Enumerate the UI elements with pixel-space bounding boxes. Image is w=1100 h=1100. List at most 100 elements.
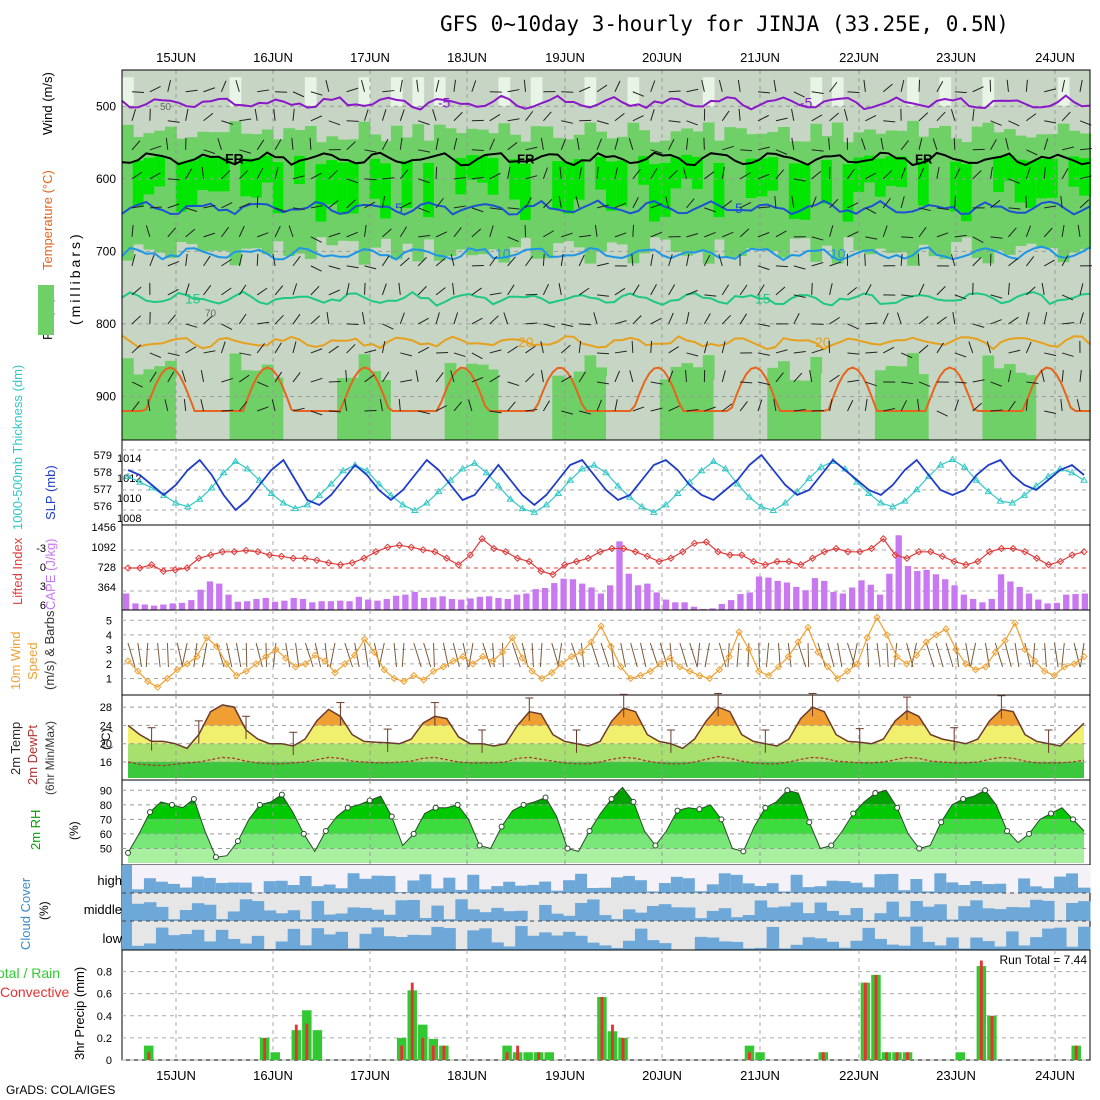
rh-band-mid [122,124,134,261]
surface-wind-barb [846,642,856,668]
wind-barb [435,231,448,238]
isotherm-label: FR [225,151,244,167]
surface-wind-barb [1044,642,1047,668]
rh-band-dark [713,163,726,218]
rh-marker [850,810,857,817]
wind-barb [918,283,925,296]
cape-bar [216,583,223,610]
lifted-index-marker [915,548,923,556]
rh-band-dry [982,77,995,107]
wind-barb [203,112,214,122]
rh-band-dark [401,160,414,208]
cloud-middle-bar [479,912,492,921]
wind-barb [274,285,284,296]
wind-barb [507,142,518,151]
wind-barb [271,399,276,412]
wind-speed-marker [833,674,842,683]
wind-barb [773,399,777,412]
rh-line [127,786,1085,858]
wind-speed-marker [853,660,862,668]
wind-barb [738,108,741,121]
rh-band [128,833,1084,849]
wind-barb [435,137,439,150]
wind-barb [1008,316,1019,325]
wind-barb [185,253,188,266]
precip-convective-bar [821,1052,825,1060]
cape-bar [206,581,214,610]
wind-barb [793,91,805,98]
wind-barb [917,253,920,266]
wind-barb [632,169,641,180]
cape-bar [150,605,158,610]
wind-barb [149,254,155,267]
wind-barb [811,282,813,295]
rh-band-low [509,371,521,440]
wind-speed-marker [991,648,1000,656]
wind-speed-marker [350,651,359,659]
wind-barb [507,284,515,296]
wind-speed-marker [883,631,891,639]
wind-barb [203,149,216,155]
wind-barb [757,399,763,412]
cloud-middle-bar [239,899,253,921]
cloud-high-bar [503,881,516,893]
wind-barb [221,287,232,296]
lifted-index-marker [383,543,392,551]
lifted-index-marker [183,564,191,572]
rh-band-low [165,360,177,440]
thickness-marker [494,481,503,489]
cloud-middle-bar [587,899,600,921]
rh-band-low [896,366,909,440]
wind-barb [579,410,591,415]
wind-barb [417,285,427,296]
thickness-marker [124,472,132,479]
lifted-index-marker [407,543,415,551]
wind-barb [793,372,803,383]
wind-speed-marker [380,666,388,674]
wind-barb [721,110,730,122]
cape-bar [318,601,325,610]
wind-barb [131,344,142,354]
wind-barb [257,232,269,238]
wind-barb [1008,258,1019,267]
wind-barb [256,343,265,354]
wind-barb [221,323,233,330]
rh-band-low [444,362,457,440]
precip-convective-bar [305,1023,309,1060]
wind-speed-marker [902,660,911,668]
rh-band-low [208,368,220,440]
cloud-middle-bar [790,902,804,921]
cloud-middle-bar [1018,907,1031,921]
isotherm-label: 20 [815,334,831,350]
date-label-bottom: 18JUN [447,1068,487,1083]
surface-wind-barb [304,642,314,668]
cloud-high-bar [1078,887,1091,893]
date-label-top: 21JUN [740,50,780,65]
wind-barb [597,294,610,297]
cloud-low-bar [539,932,552,950]
wind-barb [364,282,366,295]
cloud-high-bg [132,865,145,893]
wind-barb [400,202,412,209]
surface-wind-barb [600,642,610,668]
rh-band-dry [498,77,511,107]
rh-marker [718,816,725,823]
rh-marker [586,828,593,834]
wind-tick-label: 4 [106,630,112,642]
cape-bar [402,594,409,610]
wind-barb [650,109,655,121]
wind-barb [650,231,663,238]
wind-barb [471,317,483,325]
wind-speed-marker [636,671,645,680]
wind-barb [561,375,572,383]
cloud-low-bar [898,945,911,950]
surface-wind-barb [127,642,136,668]
wind-barb [686,312,690,325]
wind-barb [1061,111,1071,122]
rh-band-mid [466,128,478,256]
surface-wind-barb [166,642,169,668]
wind-speed-marker [567,652,576,661]
surface-wind-barb [401,642,405,668]
cloud-middle-bar [766,907,780,921]
wind-speed-marker [1060,663,1068,671]
